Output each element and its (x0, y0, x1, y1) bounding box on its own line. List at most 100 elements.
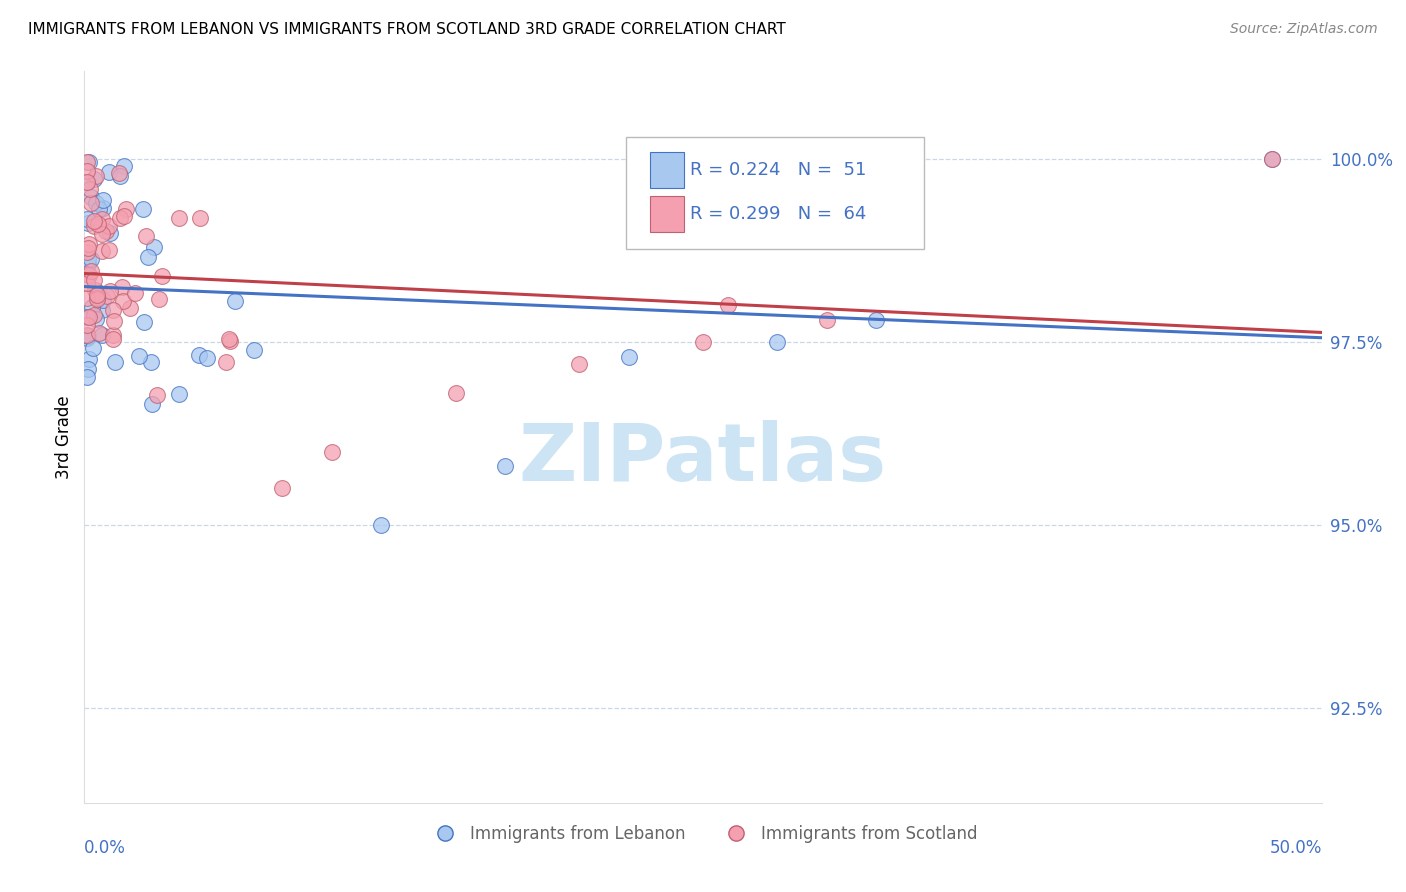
Point (91, 244, 114, 258)
Point (87, 326, 110, 340)
Point (124, 286, 146, 301)
Point (96, 289, 118, 303)
Point (76, 163, 98, 178)
Point (494, 459, 516, 474)
Point (83, 172, 105, 186)
Point (87, 286, 110, 301)
Point (91, 303, 114, 318)
Point (76, 277, 98, 291)
Point (90, 227, 112, 241)
Point (1261, 152, 1284, 166)
Point (167, 387, 190, 401)
Point (83, 214, 105, 228)
Text: Source: ZipAtlas.com: Source: ZipAtlas.com (1230, 22, 1378, 37)
Legend: Immigrants from Lebanon, Immigrants from Scotland: Immigrants from Lebanon, Immigrants from… (422, 818, 984, 849)
Point (76, 175, 98, 189)
Point (103, 314, 125, 328)
Point (321, 444, 343, 458)
Point (84, 169, 107, 183)
Point (717, 298, 740, 312)
Point (98, 243, 121, 257)
Point (188, 348, 211, 362)
Point (91, 193, 114, 207)
Point (132, 315, 155, 329)
Point (120, 301, 142, 315)
Point (80, 264, 103, 278)
Point (86, 195, 108, 210)
Point (195, 351, 218, 366)
Point (112, 159, 135, 173)
Point (97, 219, 120, 234)
Point (77, 361, 100, 376)
Point (101, 332, 124, 346)
Point (83, 219, 105, 234)
Point (91, 328, 114, 343)
Point (76, 154, 98, 169)
Point (215, 355, 238, 369)
Y-axis label: 3rd Grade: 3rd Grade (55, 395, 73, 479)
Point (83, 272, 105, 286)
Point (77, 328, 100, 343)
Point (135, 228, 157, 243)
Point (76, 245, 98, 260)
Point (76, 310, 98, 324)
Point (370, 517, 392, 532)
Point (815, 313, 838, 327)
Point (84, 283, 107, 297)
Text: R = 0.299   N =  64: R = 0.299 N = 64 (690, 204, 866, 222)
Point (76, 211, 98, 226)
Point (76, 252, 98, 266)
Point (79, 182, 101, 196)
Point (80, 252, 103, 267)
Point (101, 327, 124, 342)
Point (91, 293, 114, 308)
Point (80, 190, 103, 204)
Point (77, 237, 100, 252)
Text: 50.0%: 50.0% (1270, 839, 1322, 857)
Point (128, 349, 150, 363)
Point (77, 155, 100, 169)
Point (87, 217, 110, 231)
Point (111, 280, 134, 294)
Point (80, 300, 103, 314)
Point (97, 165, 120, 179)
Point (76, 318, 98, 333)
Point (243, 343, 266, 357)
Point (76, 370, 98, 384)
Point (90, 212, 112, 227)
Point (86, 288, 108, 302)
Point (568, 357, 591, 371)
Point (104, 355, 127, 369)
Point (76, 257, 98, 271)
Point (94, 223, 117, 237)
Point (100, 226, 122, 240)
Point (86, 291, 108, 305)
Point (132, 202, 155, 217)
Point (82, 341, 104, 355)
Point (146, 387, 169, 401)
Point (224, 294, 246, 309)
Point (111, 293, 134, 308)
Point (98, 284, 121, 298)
Point (77, 217, 100, 231)
Text: IMMIGRANTS FROM LEBANON VS IMMIGRANTS FROM SCOTLAND 3RD GRADE CORRELATION CHART: IMMIGRANTS FROM LEBANON VS IMMIGRANTS FR… (28, 22, 786, 37)
Point (76, 175, 98, 189)
Point (76, 331, 98, 345)
Point (77, 241, 100, 255)
Point (107, 166, 129, 180)
Point (141, 396, 163, 410)
Point (87, 202, 110, 216)
Text: 0.0%: 0.0% (84, 839, 127, 857)
Point (138, 250, 160, 264)
Point (865, 313, 887, 327)
Text: R = 0.224   N =  51: R = 0.224 N = 51 (690, 161, 866, 179)
Point (150, 269, 173, 284)
Point (112, 209, 135, 223)
Point (83, 309, 105, 323)
Point (142, 240, 165, 254)
Point (108, 169, 131, 184)
Text: ZIPatlas: ZIPatlas (519, 420, 887, 498)
Point (101, 303, 124, 318)
Point (108, 211, 131, 225)
Point (114, 202, 136, 216)
